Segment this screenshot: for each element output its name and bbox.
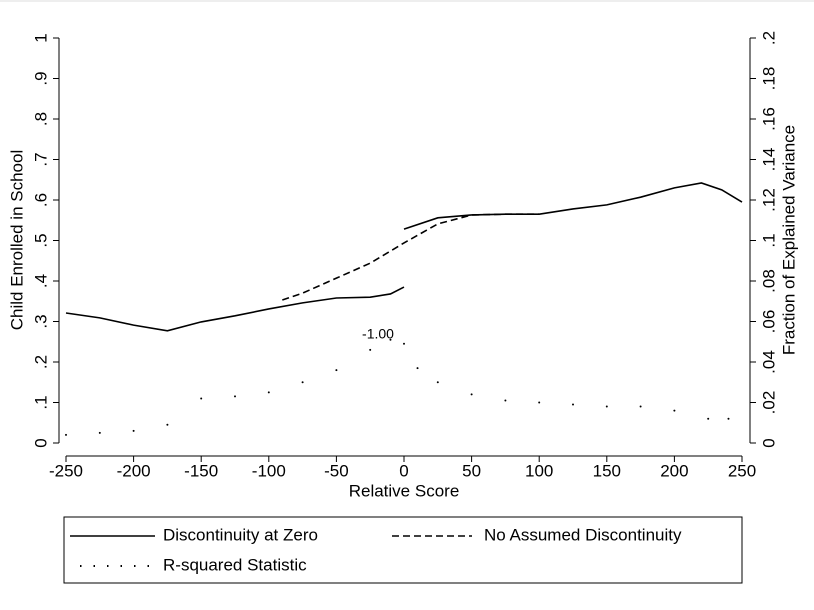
- y-tick-label: .3: [31, 314, 50, 328]
- y-tick-label: .2: [31, 355, 50, 369]
- data-point: [369, 348, 372, 351]
- y-tick-label: .6: [31, 193, 50, 207]
- data-point: [538, 401, 541, 404]
- x-tick-label: -50: [324, 461, 349, 480]
- x-tick-label: 0: [399, 461, 408, 480]
- x-tick-label: 150: [593, 461, 621, 480]
- y2-tick-label: .08: [759, 269, 778, 293]
- data-point: [389, 338, 392, 341]
- x-tick-label: 50: [462, 461, 481, 480]
- y2-tick-label: .1: [759, 233, 778, 247]
- y-tick-label: .7: [31, 152, 50, 166]
- y2-tick-label: .16: [759, 107, 778, 131]
- data-point: [234, 395, 236, 398]
- y-tick-label: .5: [31, 233, 50, 247]
- y-tick-label: 0: [31, 438, 50, 447]
- x-tick-label: -200: [117, 461, 151, 480]
- y2-tick-label: .12: [759, 188, 778, 212]
- series-line: [65, 182, 743, 332]
- series-line: [282, 213, 540, 301]
- y2-tick-label: .02: [759, 391, 778, 415]
- x-tick-label: -100: [252, 461, 286, 480]
- data-point: [727, 417, 730, 420]
- data-point: [65, 433, 67, 436]
- y2-tick-label: .18: [759, 67, 778, 91]
- y-axis-title: Child Enrolled in School: [7, 150, 26, 331]
- data-point: [707, 417, 710, 420]
- x-tick-label: 200: [660, 461, 688, 480]
- data-point: [470, 393, 473, 396]
- data-point: [504, 399, 507, 402]
- legend-box: [63, 516, 743, 584]
- y-tick-label: .8: [31, 112, 50, 126]
- x-tick-label: 100: [525, 461, 553, 480]
- legend-label: Discontinuity at Zero: [163, 525, 318, 544]
- data-point: [132, 429, 135, 432]
- y2-tick-label: 0: [759, 438, 778, 447]
- y2-tick-label: .04: [759, 350, 778, 374]
- data-point: [301, 381, 304, 384]
- y-tick-label: 1: [31, 33, 50, 42]
- data-point: [673, 409, 676, 412]
- data-point: [200, 397, 203, 400]
- y2-axis-title: Fraction of Explained Variance: [779, 125, 798, 355]
- data-point: [572, 403, 574, 406]
- x-axis-title: Relative Score: [349, 481, 460, 500]
- data-point: [403, 342, 405, 345]
- x-tick-label: 250: [728, 461, 756, 480]
- legend-label: R-squared Statistic: [163, 555, 307, 574]
- data-point: [639, 405, 642, 408]
- data-point: [605, 405, 608, 408]
- y-tick-label: .4: [31, 274, 50, 288]
- data-point: [416, 367, 419, 370]
- data-point: [335, 369, 338, 372]
- y-tick-label: .1: [31, 395, 50, 409]
- data-point: [267, 391, 270, 394]
- y-tick-label: .9: [31, 71, 50, 85]
- x-tick-label: -250: [49, 461, 83, 480]
- annotation: -1.00: [362, 326, 394, 342]
- y2-tick-label: .14: [759, 148, 778, 172]
- data-point: [98, 431, 101, 434]
- legend-label: No Assumed Discontinuity: [484, 525, 682, 544]
- y2-tick-label: .2: [759, 31, 778, 45]
- data-point: [436, 381, 439, 384]
- x-tick-label: -150: [184, 461, 218, 480]
- y2-tick-label: .06: [759, 310, 778, 334]
- data-point: [166, 423, 169, 426]
